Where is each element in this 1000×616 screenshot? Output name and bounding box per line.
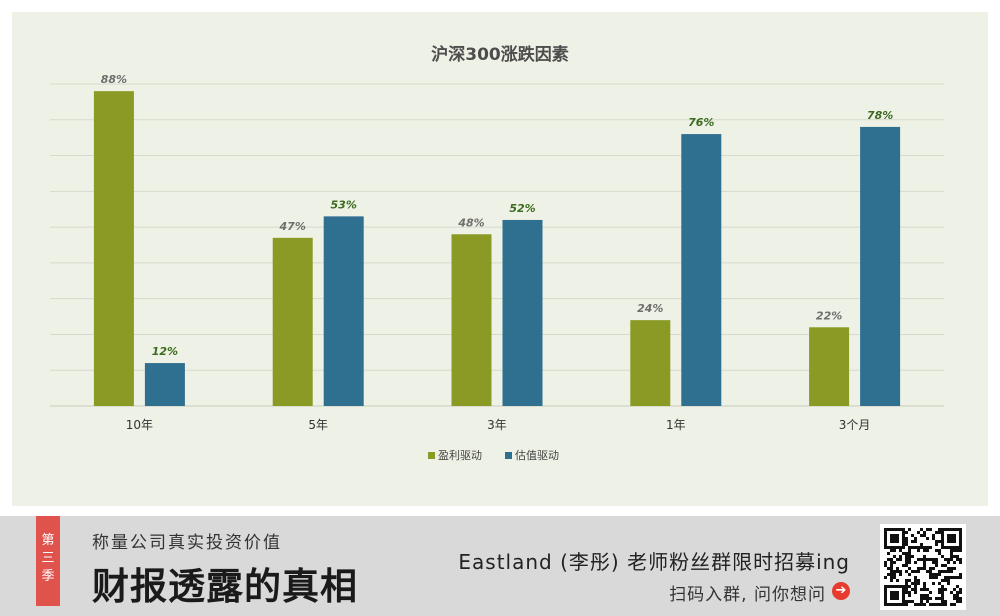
banner-subtitle: 称量公司真实投资价值: [92, 533, 282, 553]
bar-valuation-2: [502, 219, 543, 406]
legend-swatch-earnings: [428, 452, 435, 459]
data-label: 76%: [688, 116, 714, 129]
bar-valuation-1: [323, 216, 364, 406]
category-label: 3个月: [839, 418, 871, 432]
legend-label-valuation: 估值驱动: [515, 449, 559, 462]
arrow-right-icon[interactable]: ➔: [832, 582, 850, 600]
invite-text: Eastland (李彤) 老师粉丝群限时招募ing: [458, 550, 850, 574]
bars: [93, 91, 901, 407]
category-label: 10年: [126, 418, 153, 432]
data-label: 52%: [509, 202, 535, 215]
season-label: 第 三 季: [36, 532, 60, 586]
legend-swatch-valuation: [505, 452, 512, 459]
data-label: 48%: [457, 216, 484, 229]
promo-banner: 第 三 季 称量公司真实投资价值 财报透露的真相 Eastland (李彤) 老…: [0, 516, 1000, 616]
bar-valuation-0: [144, 363, 185, 406]
legend: 盈利驱动 估值驱动: [428, 449, 559, 462]
bar-valuation-4: [860, 126, 901, 406]
bar-chart: 沪深300涨跌因素 88% 12% 47% 53% 48% 52% 24% 76% 22% 78%…: [50, 44, 944, 462]
season-tab: 第 三 季: [36, 516, 60, 606]
bar-earnings-1: [272, 237, 313, 406]
season-char-1: 第: [41, 533, 55, 548]
qr-code-image[interactable]: [880, 524, 966, 610]
chart-title: 沪深300涨跌因素: [431, 44, 569, 65]
data-label: 78%: [867, 109, 893, 122]
bar-earnings-3: [630, 320, 671, 406]
data-label: 47%: [279, 220, 306, 233]
data-label: 53%: [331, 198, 357, 211]
chart-panel: 沪深300涨跌因素 88% 12% 47% 53% 48% 52% 24% 76% 22% 78%…: [12, 12, 988, 506]
qr-code-icon: [884, 528, 962, 606]
data-label: 22%: [816, 309, 842, 322]
data-label: 12%: [152, 345, 178, 358]
category-label: 5年: [308, 418, 328, 432]
bar-earnings-0: [93, 91, 134, 407]
season-char-2: 三: [41, 551, 55, 566]
gridlines: [50, 83, 944, 407]
data-labels: 88% 12% 47% 53% 48% 52% 24% 76% 22% 78%: [101, 73, 894, 358]
bar-earnings-4: [809, 327, 850, 406]
bar-earnings-2: [451, 234, 492, 406]
category-label: 1年: [666, 418, 686, 432]
data-label: 88%: [101, 73, 127, 86]
banner-title: 财报透露的真相: [92, 564, 358, 608]
scan-text: 扫码入群, 问你想问: [669, 585, 826, 605]
bar-valuation-3: [681, 134, 722, 406]
legend-label-earnings: 盈利驱动: [438, 449, 482, 462]
season-char-3: 季: [41, 569, 55, 584]
category-labels: 10年 5年 3年 1年 3个月: [126, 418, 871, 432]
data-label: 24%: [637, 302, 663, 315]
category-label: 3年: [487, 418, 507, 432]
